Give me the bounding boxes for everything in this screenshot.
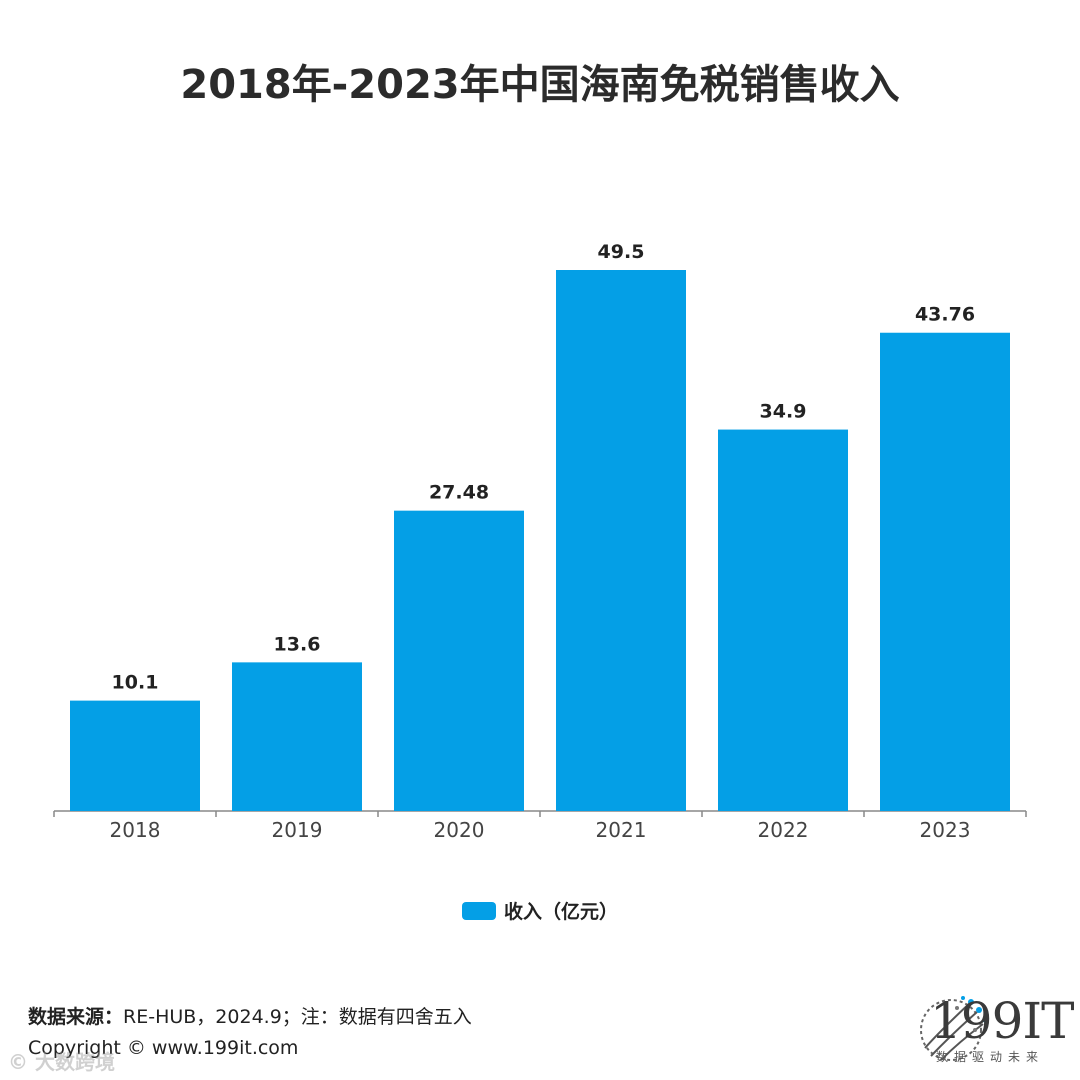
- source-label: 数据来源：: [28, 1006, 124, 1028]
- bar-chart: 10.1 2018 13.6 2019 27.48 2020 49.5 2021 34.9 202…: [53, 241, 1027, 842]
- bar-2022: [718, 429, 848, 811]
- x-tick-label-2020: 2020: [434, 818, 485, 842]
- data-label-2019: 13.6: [274, 633, 321, 655]
- data-label-2020: 27.48: [429, 482, 489, 504]
- bar-2018: [70, 700, 200, 811]
- legend-swatch: [461, 901, 496, 920]
- bar-2019: [232, 662, 362, 811]
- copyright-note: Copyright © www.199it.com: [28, 1037, 299, 1059]
- data-label-2023: 43.76: [915, 304, 975, 326]
- legend: 收入（亿元）: [0, 897, 1080, 924]
- x-tick-label-2023: 2023: [920, 818, 971, 842]
- data-label-2018: 10.1: [112, 672, 159, 694]
- bar-2021: [556, 270, 686, 811]
- source-note: 数据来源：RE-HUB，2024.9；注：数据有四舍五入: [28, 1002, 472, 1029]
- logo-text: 199IT: [930, 992, 1075, 1050]
- data-label-2022: 34.9: [760, 401, 807, 423]
- x-tick-label-2018: 2018: [110, 818, 161, 842]
- source-text: RE-HUB，2024.9；注：数据有四舍五入: [123, 1006, 472, 1028]
- x-tick-label-2021: 2021: [596, 818, 647, 842]
- logo-tagline: 数据驱动未来: [936, 1050, 1045, 1064]
- legend-label: 收入（亿元）: [503, 901, 618, 923]
- bar-2020: [394, 510, 524, 811]
- chart-title: 2018年-2023年中国海南免税销售收入: [180, 62, 900, 108]
- x-tick-label-2022: 2022: [758, 818, 809, 842]
- watermark: © 大数跨境: [8, 1050, 115, 1074]
- data-label-2021: 49.5: [598, 241, 645, 263]
- x-tick-label-2019: 2019: [272, 818, 323, 842]
- logo-dots-icon: [920, 996, 988, 1061]
- bar-2023: [880, 332, 1010, 811]
